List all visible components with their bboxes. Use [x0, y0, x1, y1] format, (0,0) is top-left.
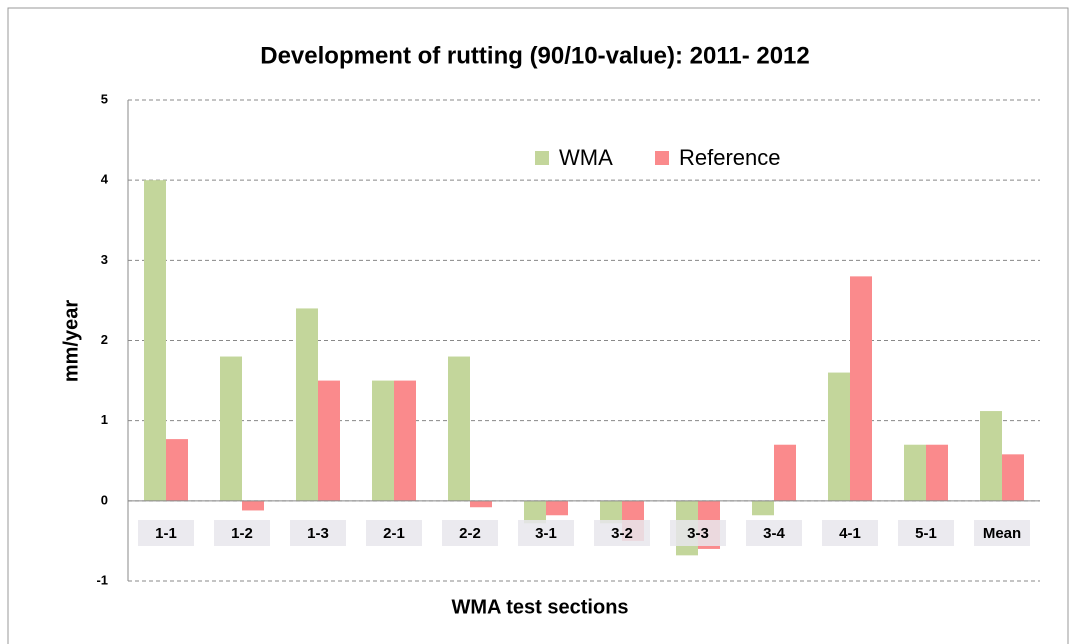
category-label-box	[974, 520, 1030, 546]
category-label-box	[746, 520, 802, 546]
category-label-box	[670, 520, 726, 546]
legend-label: WMA	[559, 145, 613, 170]
bar	[318, 380, 340, 501]
y-axis-label: mm/year	[60, 300, 82, 382]
x-tick-label: 1-2	[231, 525, 253, 542]
x-tick-label: Mean	[983, 525, 1021, 542]
category-label-box	[138, 520, 194, 546]
bar	[980, 411, 1002, 501]
bar	[166, 439, 188, 501]
bar	[372, 380, 394, 501]
bar	[524, 500, 546, 524]
category-label-box	[290, 520, 346, 546]
y-tick-label: 5	[101, 91, 108, 106]
x-tick-label: 3-4	[763, 525, 785, 542]
chart-frame	[7, 7, 1069, 644]
x-tick-label: 2-2	[459, 525, 481, 542]
bar	[144, 180, 166, 501]
x-tick-label: 3-1	[535, 525, 557, 542]
bar	[448, 356, 470, 501]
x-tick-label: 3-3	[687, 525, 709, 542]
bar	[470, 500, 492, 508]
bar	[774, 444, 796, 501]
bar	[546, 500, 568, 516]
bar	[752, 500, 774, 516]
legend-swatch	[655, 151, 669, 165]
bar	[1002, 454, 1024, 501]
bar	[220, 356, 242, 501]
bar	[926, 444, 948, 501]
category-label-box	[442, 520, 498, 546]
bar	[850, 276, 872, 501]
x-tick-label: 3-2	[611, 525, 633, 542]
category-label-box	[366, 520, 422, 546]
x-tick-label: 1-1	[155, 525, 177, 542]
x-tick-label: 1-3	[307, 525, 329, 542]
category-label-box	[594, 520, 650, 546]
y-tick-label: 2	[101, 332, 108, 347]
category-label-box	[214, 520, 270, 546]
bar	[904, 444, 926, 501]
y-tick-label: 4	[101, 172, 109, 187]
bar	[828, 372, 850, 501]
legend-swatch	[535, 151, 549, 165]
legend-label: Reference	[679, 145, 781, 170]
bar	[296, 308, 318, 501]
category-label-box	[518, 520, 574, 546]
x-tick-label: 4-1	[839, 525, 861, 542]
category-label-box	[898, 520, 954, 546]
bar	[600, 500, 622, 524]
chart-title: Development of rutting (90/10-value): 20…	[260, 42, 810, 69]
x-tick-label: 2-1	[383, 525, 405, 542]
y-tick-label: 1	[101, 412, 108, 427]
bar	[394, 380, 416, 501]
y-tick-label: 3	[101, 252, 108, 267]
x-axis-label: WMA test sections	[451, 596, 628, 618]
y-tick-label: 0	[101, 492, 108, 507]
bar	[242, 500, 264, 511]
category-label-box	[822, 520, 878, 546]
x-tick-label: 5-1	[915, 525, 937, 542]
y-tick-label: -1	[96, 572, 108, 587]
